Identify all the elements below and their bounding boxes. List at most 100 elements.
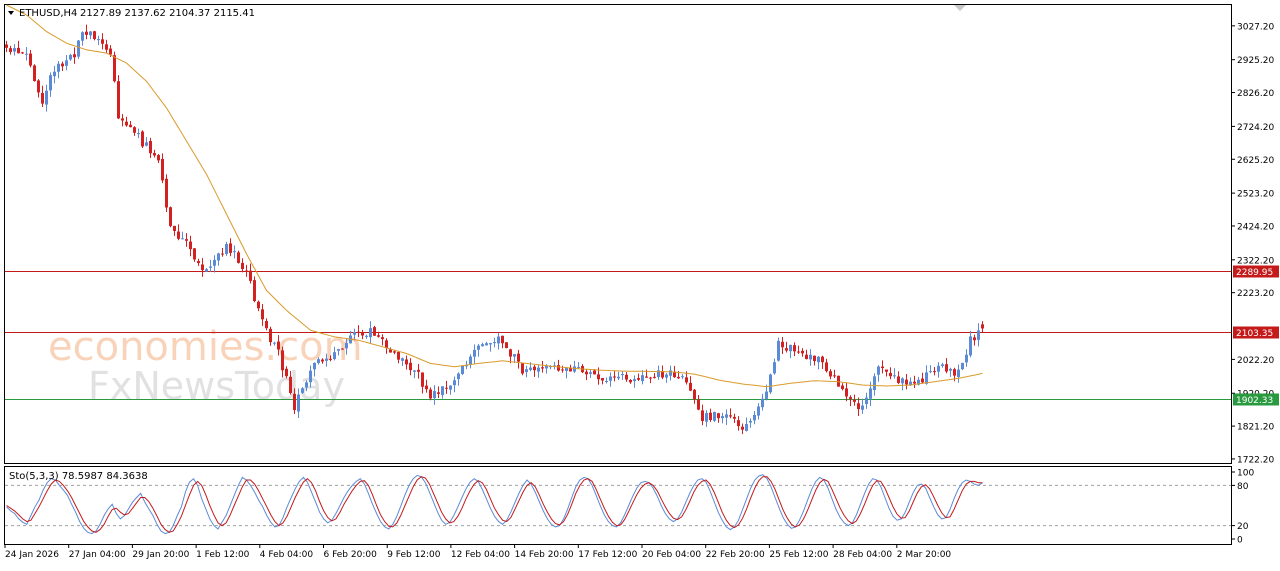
x-tick-label: 9 Feb 12:00 [387,550,441,560]
stochastic-label: Sto(5,3,3) 78.5987 84.3638 [9,471,148,482]
candle-body-down [729,415,732,417]
candle-body-down [281,350,284,371]
candle-body-down [585,371,588,375]
osc-tick-label: 100 [1237,469,1254,479]
level-price-label: 2103.35 [1236,329,1273,339]
candle-body-down [341,348,344,350]
level-price-tag [1233,265,1279,278]
candle-body-up [273,342,276,344]
candle-body-down [569,367,572,372]
x-axis-ticks: 24 Jan 2026 27 Jan 04:00 29 Jan 20:00 1 Feb… [4,544,951,560]
candle-body-up [433,391,436,399]
candle-body-down [541,367,544,369]
y-tick-label: 2523.20 [1237,190,1274,200]
candle-body-down [241,262,244,270]
candle-body-down [509,349,512,357]
candle-body-down [201,264,204,271]
candle-body-down [153,152,156,156]
candle-body-up [769,374,772,393]
candle-body-down [953,369,956,376]
candle-body-down [129,124,132,128]
watermark-line1: economies.com [48,324,363,370]
candle-body-up [309,370,312,383]
candle-body-down [637,378,640,380]
x-tick-label: 25 Feb 12:00 [769,550,828,560]
osc-tick-label: 0 [1237,536,1243,546]
candle-body-up [809,354,812,360]
x-tick-label: 6 Feb 20:00 [324,550,378,560]
candle-body-down [813,355,816,362]
candle-body-up [481,344,484,347]
candle-body-down [701,410,704,421]
candle-body-up [713,411,716,421]
candle-body-down [561,369,564,371]
candle-body-up [657,370,660,377]
candle-body-down [889,372,892,377]
candle-body-down [253,280,256,302]
candle-body-up [145,142,148,146]
candle-body-up [441,386,444,396]
candle-body-down [625,374,628,380]
candle-body-up [13,48,16,52]
candle-body-down [9,48,12,52]
candle-body-down [845,388,848,397]
candle-body-up [749,420,752,423]
y-tick-label: 3027.20 [1237,22,1274,32]
candle-body-down [805,354,808,360]
candle-body-up [205,269,208,272]
oscillator-panel-frame [4,466,1232,545]
collapse-arrow-icon[interactable] [8,11,14,15]
candle-body-up [209,266,212,268]
ohlc-values: 2127.89 2137.62 2104.37 2115.41 [80,8,255,19]
candle-body-down [149,141,152,154]
candle-body-down [21,52,24,54]
candle-body-up [401,358,404,361]
candle-body-up [641,375,644,382]
candle-body-down [505,342,508,349]
candle-body-up [181,238,184,240]
candle-body-up [725,414,728,418]
candle-body-up [977,330,980,340]
candle-body-up [213,259,216,266]
candle-body-up [537,367,540,372]
candle-body-down [397,351,400,360]
stochastic-signal-line [6,476,983,533]
level-price-label: 2289.95 [1236,268,1273,278]
candle-body-down [289,376,292,393]
candle-body-up [873,376,876,391]
candle-body-up [77,40,80,57]
candle-body-down [329,358,332,360]
candle-body-down [885,369,888,372]
candle-body-up [761,398,764,408]
candle-body-up [333,352,336,360]
main-panel-frame [4,4,1232,464]
candle-body-up [233,251,236,253]
candle-body-up [301,388,304,393]
x-tick-label: 20 Feb 04:00 [642,550,701,560]
candle-body-up [217,253,220,261]
candle-body-down [377,335,380,337]
x-tick-label: 22 Feb 20:00 [706,550,765,560]
candle-body-down [157,155,160,161]
candle-body-down [741,426,744,430]
candle-body-down [689,382,692,391]
x-tick-label: 24 Jan 2026 [5,550,59,560]
horizontal-levels [5,271,1231,400]
y-tick-label: 2925.20 [1237,56,1274,66]
candle-body-up [869,388,872,399]
candle-body-up [865,397,868,405]
level-price-tag [1233,326,1279,339]
candle-body-up [721,416,724,419]
candle-body-up [605,381,608,383]
symbol-label: ETHUSD,H4 [19,8,77,19]
candle-body-up [589,372,592,374]
candle-body-up [949,368,952,371]
candle-body-down [285,368,288,377]
candle-body-down [113,55,116,82]
candle-body-up [777,340,780,361]
candle-body-up [577,366,580,368]
candle-body-up [969,336,972,356]
chart-shift-marker-icon[interactable] [954,5,966,11]
x-tick-label: 12 Feb 04:00 [451,550,510,560]
candle-body-down [229,243,232,253]
